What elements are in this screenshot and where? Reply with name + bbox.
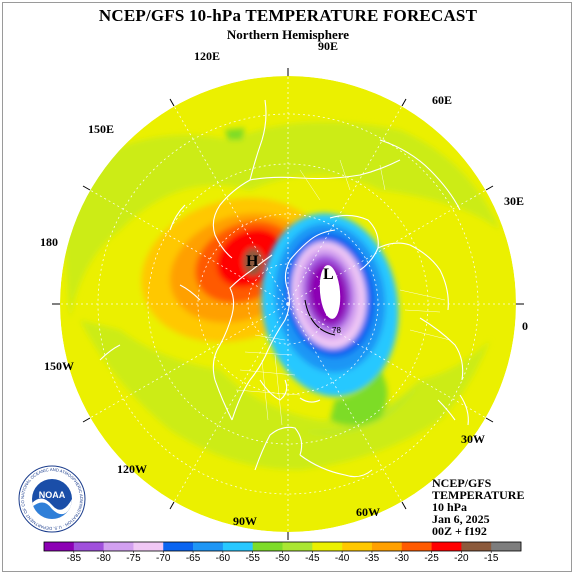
edge-ticks — [52, 68, 524, 540]
colorbar-label: -30 — [395, 553, 410, 564]
coast-europe-south — [419, 317, 464, 381]
coastlines — [99, 99, 469, 478]
colorbar-swatch — [163, 542, 194, 551]
coast-russia-west — [379, 139, 461, 211]
colorbar-label: -60 — [216, 553, 231, 564]
contour-label: 78 — [332, 326, 341, 335]
colorbar-swatch — [342, 542, 373, 551]
colorbar-swatch — [252, 542, 283, 551]
field-green-patch — [300, 380, 420, 434]
coast-north-america-west — [212, 254, 273, 421]
colorbar-label: -25 — [424, 553, 439, 564]
image-frame — [2, 2, 572, 572]
colorbar-swatch — [461, 542, 492, 551]
colorbar-label: -40 — [335, 553, 350, 564]
coast-siberia — [249, 159, 401, 181]
high-center-label: H — [246, 253, 259, 270]
forecast-info: NCEP/GFS TEMPERATURE 10 hPa Jan 6, 2025 … — [432, 477, 524, 537]
field-green-core — [330, 370, 388, 426]
colorbar-swatch — [133, 542, 164, 551]
borders — [235, 159, 451, 426]
colorbar-swatch — [73, 542, 104, 551]
coast-central-america — [254, 426, 303, 471]
info-variable: TEMPERATURE — [432, 488, 525, 502]
colorbar-swatch — [401, 542, 432, 551]
coast-asia-east — [249, 99, 267, 181]
field-band-lower — [80, 320, 490, 470]
lon-label-150w: 150W — [44, 359, 74, 373]
colorbar-label: -70 — [156, 553, 171, 564]
chart-title: NCEP/GFS 10-hPa TEMPERATURE FORECAST — [98, 6, 478, 25]
colorbar-swatch — [44, 542, 75, 551]
colorbar-label: -45 — [305, 553, 320, 564]
coast-north-america-east — [231, 229, 336, 421]
colorbar-swatch — [222, 542, 253, 551]
lon-label-60w: 60W — [356, 505, 380, 519]
colorbar-swatch — [371, 542, 403, 551]
coast-greenland — [329, 214, 379, 271]
coast-kamchatka — [169, 204, 186, 231]
lon-label-120e: 120E — [194, 49, 221, 63]
coast-africa — [459, 394, 469, 426]
lon-label-30e: 30E — [504, 194, 525, 208]
logo-text: NOAA — [39, 490, 66, 500]
chart-subtitle: Northern Hemisphere — [226, 27, 350, 42]
colorbar-label: -55 — [245, 553, 260, 564]
coast-gulf — [259, 379, 288, 401]
info-model: NCEP/GFS — [432, 476, 492, 490]
temperature-field: H L 78 — [60, 76, 516, 532]
coast-europe-north — [377, 242, 449, 311]
colorbar-swatch — [431, 542, 462, 551]
colorbar-swatch — [103, 542, 134, 551]
colorbar-swatch — [312, 542, 343, 551]
lon-label-180: 180 — [40, 235, 58, 249]
lon-label-30w: 30W — [461, 432, 485, 446]
noaa-logo: NATIONAL OCEANIC AND ATMOSPHERIC ADMINIS… — [18, 465, 86, 533]
colorbar-label: -80 — [96, 553, 111, 564]
colorbar-swatch — [193, 542, 224, 551]
colorbar-label: -15 — [484, 553, 499, 564]
info-level: 10 hPa — [432, 500, 468, 514]
colorbar-label: -75 — [126, 553, 141, 564]
contour-line — [304, 299, 336, 336]
lon-label-150e: 150E — [88, 122, 115, 136]
colorbar-label: -50 — [275, 553, 290, 564]
lon-label-90e: 90E — [318, 39, 339, 53]
field-band-upper — [60, 122, 500, 320]
colorbar-label: -35 — [365, 553, 380, 564]
cold-core — [319, 265, 341, 319]
colorbar-label: -20 — [454, 553, 469, 564]
info-forecast-hour: 00Z + f192 — [432, 524, 487, 538]
lon-label-120w: 120W — [117, 462, 147, 476]
colorbar: -85 -80 -75 -70 -65 -60 -55 -50 -45 -40 -35 -30 -25 -… — [43, 541, 522, 564]
lon-label-0: 0 — [522, 319, 528, 333]
lon-label-60e: 60E — [432, 93, 453, 107]
colorbar-swatch — [282, 542, 313, 551]
coast-alaska — [179, 284, 201, 301]
colorbar-swatch — [491, 542, 522, 551]
field-green-fleck — [225, 128, 245, 140]
lon-label-90w: 90W — [233, 514, 257, 528]
coast-bering — [212, 179, 251, 259]
coast-hawaii — [99, 344, 121, 361]
warm-brown — [243, 248, 263, 276]
colorbar-label: -65 — [186, 553, 201, 564]
low-center-label: L — [323, 266, 334, 283]
info-date: Jan 6, 2025 — [432, 512, 490, 526]
coast-caribbean — [299, 454, 373, 478]
colorbar-label: -85 — [67, 553, 82, 564]
coast-iberia — [437, 399, 456, 421]
coast-florida — [299, 397, 321, 403]
